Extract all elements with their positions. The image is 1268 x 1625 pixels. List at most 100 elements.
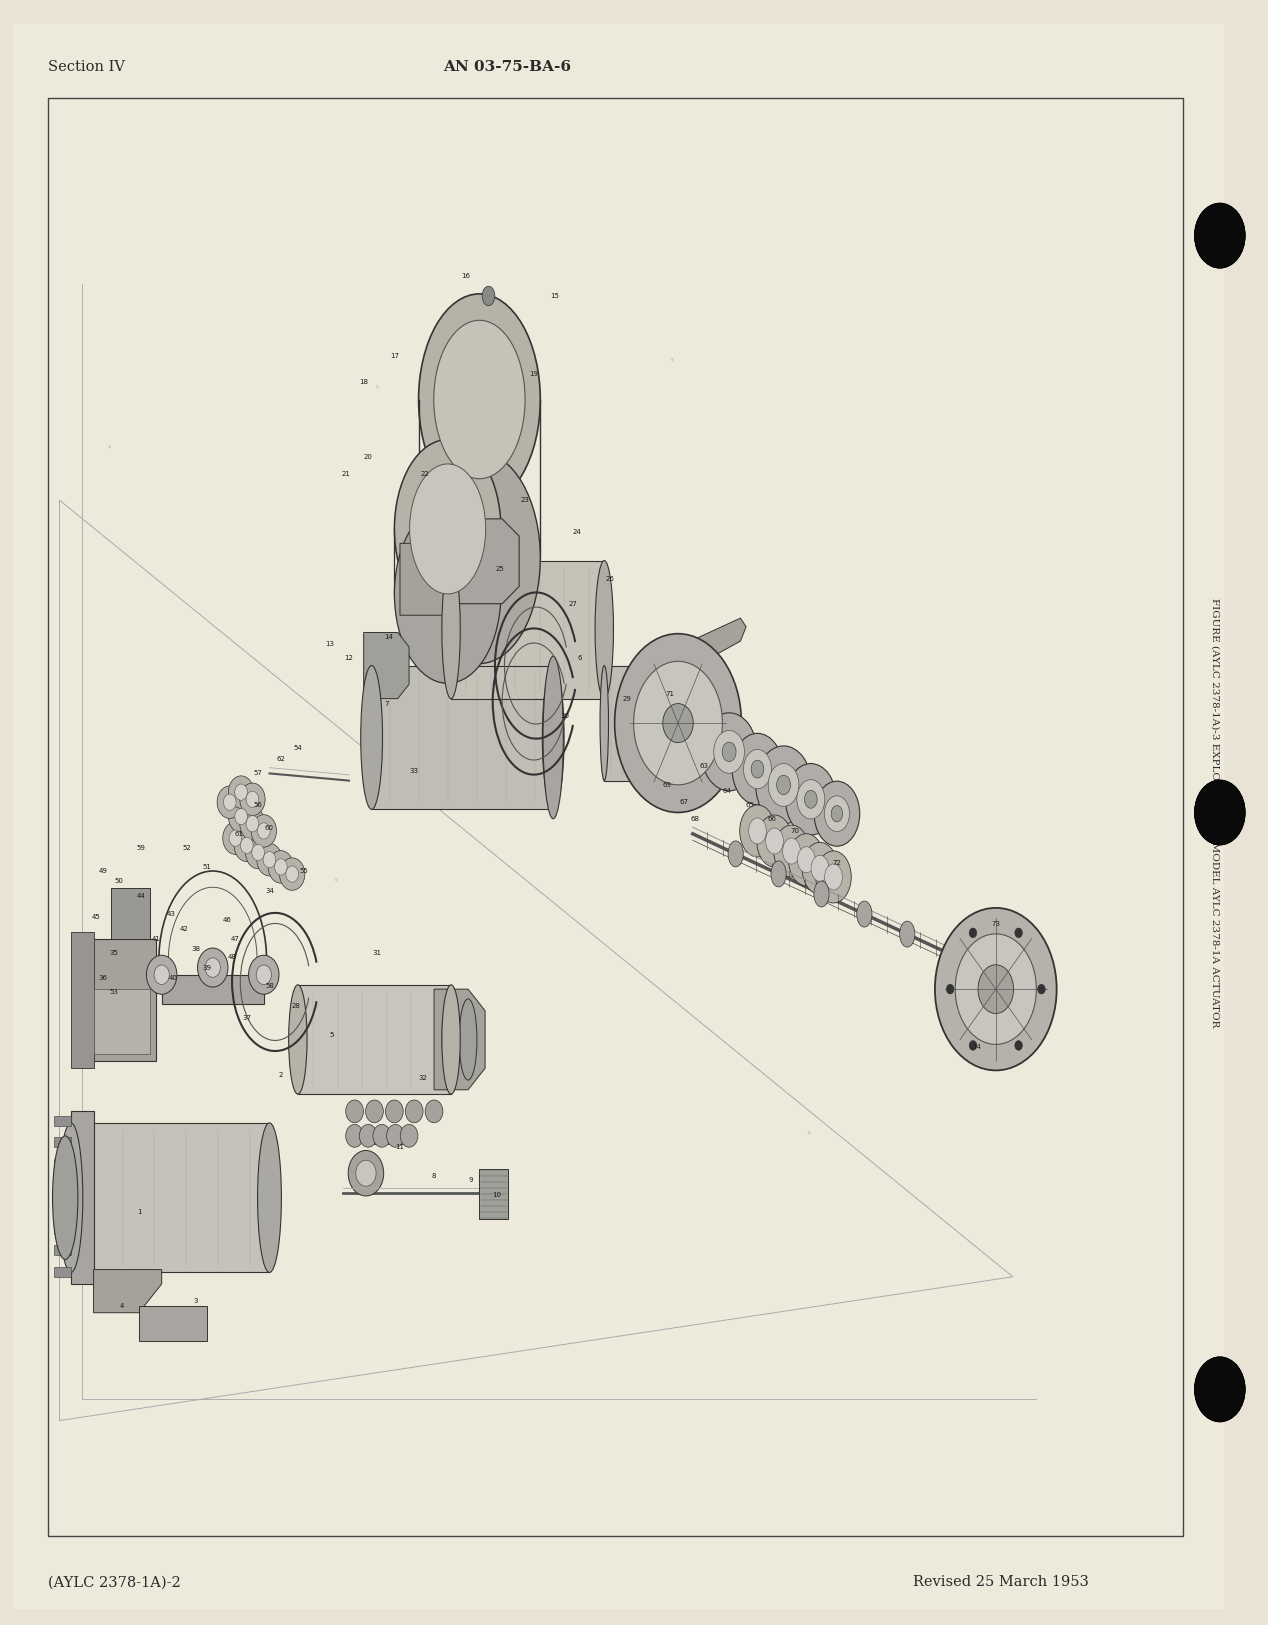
Ellipse shape [814,881,829,907]
Text: 9: 9 [468,1178,473,1183]
Ellipse shape [410,465,486,593]
Ellipse shape [543,666,564,809]
Ellipse shape [264,852,276,868]
Ellipse shape [228,775,254,808]
Text: 8: 8 [432,1173,436,1180]
Text: 5: 5 [330,1032,333,1038]
Text: 69: 69 [662,782,671,788]
Ellipse shape [268,850,293,882]
Text: 17: 17 [389,353,399,359]
Bar [71,1123,270,1272]
Polygon shape [364,632,410,699]
Text: 18: 18 [359,379,368,385]
Text: 73: 73 [992,921,1000,928]
Polygon shape [110,889,151,939]
Ellipse shape [701,713,757,791]
Ellipse shape [634,661,723,785]
Text: 35: 35 [109,951,118,955]
Ellipse shape [198,947,228,986]
Text: 61: 61 [235,830,243,837]
Text: 28: 28 [292,1003,301,1009]
Ellipse shape [60,1123,82,1272]
Text: 24: 24 [573,528,582,535]
Text: 58: 58 [265,983,274,990]
Ellipse shape [946,985,954,994]
Polygon shape [53,1224,71,1233]
Ellipse shape [798,847,815,873]
Text: 30: 30 [560,713,569,718]
Ellipse shape [969,928,976,938]
Ellipse shape [274,858,287,874]
Polygon shape [71,931,94,1068]
Text: 44: 44 [137,892,146,899]
Ellipse shape [543,656,563,819]
Ellipse shape [257,1123,281,1272]
Text: 12: 12 [345,655,354,661]
Text: 2: 2 [279,1072,283,1079]
Text: 10: 10 [492,1191,501,1198]
Text: 32: 32 [418,1076,427,1081]
Ellipse shape [663,704,694,743]
Text: 7: 7 [384,702,388,707]
Ellipse shape [241,837,254,853]
Polygon shape [94,990,151,1055]
Ellipse shape [257,822,270,838]
Ellipse shape [1014,1040,1022,1050]
Ellipse shape [482,286,495,306]
Ellipse shape [812,855,829,881]
Ellipse shape [249,956,279,994]
Ellipse shape [109,445,112,449]
Ellipse shape [814,782,860,847]
Text: 40: 40 [169,975,178,980]
Ellipse shape [377,385,379,388]
Bar [451,561,605,699]
Ellipse shape [346,1124,364,1147]
Ellipse shape [401,1124,418,1147]
Polygon shape [53,1159,71,1168]
Text: 13: 13 [325,640,335,647]
Polygon shape [454,518,519,604]
Text: 47: 47 [231,936,240,942]
Text: Revised 25 March 1953: Revised 25 March 1953 [913,1575,1089,1589]
Text: 52: 52 [183,845,191,852]
Polygon shape [53,1202,71,1212]
Text: 22: 22 [421,471,430,478]
Text: 6: 6 [577,655,582,661]
Polygon shape [53,1245,71,1254]
Text: 4: 4 [119,1303,124,1308]
Polygon shape [53,1268,71,1277]
Text: 72: 72 [833,860,842,866]
Ellipse shape [279,858,304,890]
Ellipse shape [394,504,501,682]
Ellipse shape [406,1100,424,1123]
Bar [48,98,1183,1536]
Ellipse shape [205,957,221,977]
Ellipse shape [728,840,743,866]
Ellipse shape [257,843,283,876]
Ellipse shape [776,775,790,795]
Ellipse shape [441,985,460,1094]
Ellipse shape [782,838,800,864]
Ellipse shape [356,1160,377,1186]
Ellipse shape [385,1100,403,1123]
FancyBboxPatch shape [13,24,1224,1609]
Ellipse shape [955,934,1036,1045]
Text: 20: 20 [364,453,373,460]
Ellipse shape [349,1150,384,1196]
Ellipse shape [434,320,525,479]
Text: 67: 67 [680,800,689,804]
Text: 62: 62 [276,756,285,762]
Bar [298,985,451,1094]
Text: 15: 15 [550,292,559,299]
Ellipse shape [600,666,609,780]
Circle shape [1194,780,1245,845]
Text: 27: 27 [568,601,577,606]
Polygon shape [94,1269,162,1313]
Bar [372,666,553,809]
Ellipse shape [595,561,614,699]
Ellipse shape [803,842,838,894]
Text: 16: 16 [462,273,470,279]
Circle shape [1194,780,1245,845]
Ellipse shape [425,1100,443,1123]
Text: Section IV: Section IV [48,60,126,75]
